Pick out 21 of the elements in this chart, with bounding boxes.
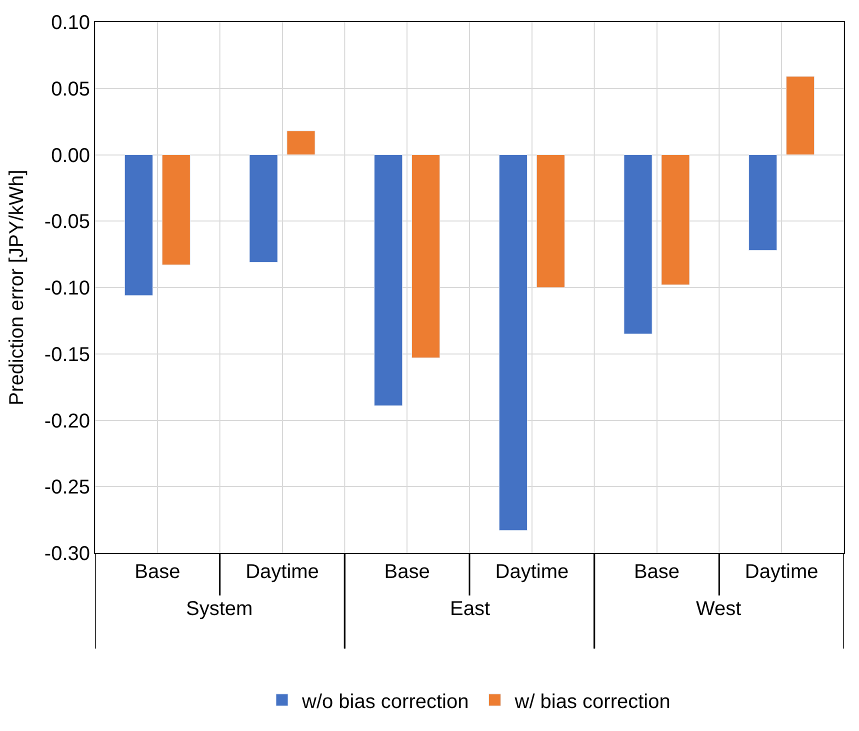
y-tick-label: 0.05 bbox=[51, 78, 90, 100]
x-tick-label: Daytime bbox=[744, 561, 818, 583]
y-tick-label: -0.30 bbox=[44, 543, 90, 565]
y-tick-label: -0.25 bbox=[44, 476, 90, 499]
legend-label: w/ bias correction bbox=[514, 690, 670, 713]
x-tick-label: Base bbox=[634, 561, 680, 583]
x-tick-label: Base bbox=[384, 561, 430, 583]
y-tick-label: -0.10 bbox=[44, 278, 90, 300]
x-tick-label: Daytime bbox=[495, 561, 569, 583]
y-tick-label: -0.20 bbox=[44, 410, 90, 432]
legend-label: w/o bias correction bbox=[301, 690, 469, 713]
x-tick-label: Daytime bbox=[246, 561, 319, 583]
x-tick-label: Base bbox=[134, 561, 180, 583]
y-tick-label: -0.05 bbox=[44, 211, 90, 234]
y-tick-label: 0.10 bbox=[51, 12, 90, 34]
text: West bbox=[696, 598, 742, 620]
text: East bbox=[450, 598, 490, 620]
text: System bbox=[186, 598, 253, 620]
y-axis-title: Prediction error [JPY/kWh] bbox=[6, 170, 28, 406]
y-tick-label: -0.15 bbox=[44, 344, 90, 366]
y-tick-label: 0.00 bbox=[51, 144, 90, 167]
